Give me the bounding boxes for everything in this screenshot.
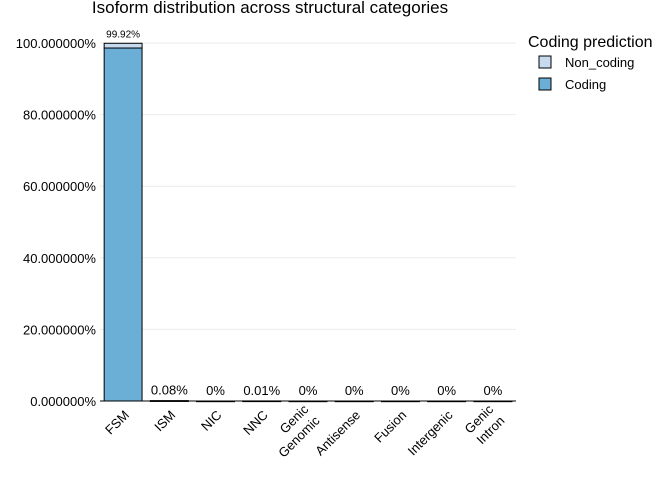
bar-value-label: 0% [299,383,318,398]
y-tick-label: 40.000000% [23,251,96,266]
y-tick-label: 60.000000% [23,179,96,194]
legend-title: Coding prediction [528,34,653,51]
x-tick-label-line: FSM [102,407,132,437]
x-tick-label: Intergenic [405,407,456,458]
x-tick-label-line: NNC [240,407,271,438]
bar-non-coding [288,400,328,403]
bar-value-label: 0% [391,383,410,398]
legend-swatch [538,77,552,91]
y-axis: 0.000000% 20.000000% 40.000000% 60.000000% 8… [16,36,516,409]
bar-non-coding [427,400,467,403]
legend-swatch [538,55,552,69]
y-tick-label: 80.000000% [23,108,96,123]
x-tick-label-line: Antisense [312,407,363,458]
bar-non-coding [149,400,189,402]
bar-non-coding [242,400,282,403]
x-tick-label: Antisense [312,407,363,458]
bar-non-coding [334,400,374,403]
bar-value-label: 0% [345,383,364,398]
y-tick-label: 100.000000% [16,36,97,51]
bar-value-label: 99.92% [106,29,140,40]
bar-coding [103,47,143,402]
x-tick-label: NNC [240,407,271,438]
y-tick-label: 0.000000% [30,394,96,409]
legend: Coding prediction Non_coding Coding [528,34,653,92]
bar-value-label: 0% [206,383,225,398]
y-tick-label: 20.000000% [23,322,96,337]
grid [100,42,516,402]
bar-value-label: 0.01% [243,383,280,398]
x-tick-label: FSM [102,407,132,437]
bar-non-coding [380,400,420,403]
x-tick-label-line: ISM [151,407,178,434]
x-tick-label-line: Intergenic [405,407,456,458]
legend-label: Non_coding [565,55,634,70]
bar-value-label: 0% [483,383,502,398]
x-tick-label: Fusion [371,407,409,445]
bar-non-coding [103,42,143,49]
bar-labels: 99.92% 0.08% 0% 0.01% 0% 0% 0% 0% 0% [106,29,503,398]
chart-title: Isoform distribution across structural c… [92,0,448,17]
bar-non-coding [196,400,236,403]
x-tick-label-line: NIC [198,407,224,433]
x-tick-label: ISM [151,407,178,434]
x-tick-label: NIC [198,407,224,433]
bar-value-label: 0% [437,383,456,398]
legend-label: Coding [565,77,606,92]
bars [103,42,513,403]
bar-non-coding [473,400,513,403]
bar-value-label: 0.08% [151,383,188,398]
x-tick-label-line: Fusion [371,407,409,445]
